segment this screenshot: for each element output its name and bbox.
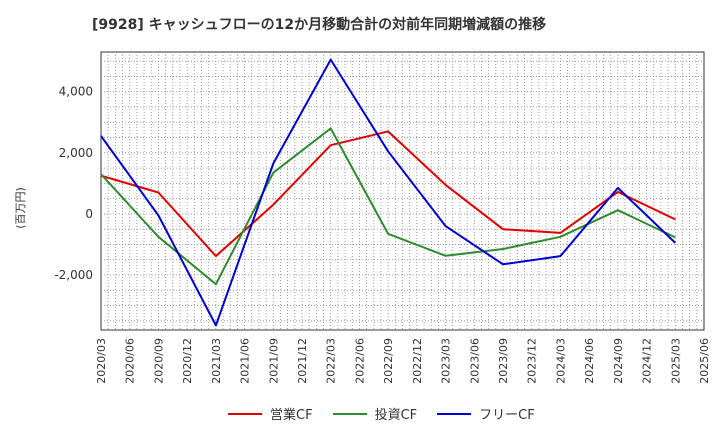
x-tick-label: 2020/12 <box>181 338 194 384</box>
x-tick-label: 2022/03 <box>325 338 338 384</box>
legend-swatch <box>437 412 472 415</box>
legend-item: 投資CF <box>332 404 418 423</box>
x-tick-label: 2023/03 <box>440 338 453 384</box>
y-tick-label: 4,000 <box>59 85 93 99</box>
x-tick-label: 2021/09 <box>267 338 280 384</box>
x-tick-label: 2020/09 <box>152 338 165 384</box>
x-tick-label: 2024/03 <box>554 338 567 384</box>
legend-swatch <box>332 412 367 415</box>
legend-swatch <box>228 412 262 415</box>
x-tick-label: 2024/06 <box>583 338 596 384</box>
legend-item: 営業CF <box>228 404 313 423</box>
x-tick-label: 2020/03 <box>95 338 108 384</box>
x-tick-label: 2025/06 <box>698 338 711 384</box>
x-tick-label: 2024/12 <box>641 338 654 384</box>
x-tick-label: 2023/06 <box>468 338 481 384</box>
legend-item: フリーCF <box>437 404 535 423</box>
series-line <box>100 127 676 286</box>
x-tick-label: 2023/09 <box>497 338 510 384</box>
legend-label: フリーCF <box>479 408 535 423</box>
y-tick-label: 2,000 <box>59 146 93 160</box>
x-tick-label: 2021/06 <box>239 338 252 384</box>
x-tick-label: 2024/09 <box>612 338 625 384</box>
x-tick-label: 2020/06 <box>124 338 137 384</box>
x-tick-label: 2025/03 <box>669 338 682 384</box>
x-tick-label: 2022/06 <box>353 338 366 384</box>
x-tick-label: 2022/09 <box>382 338 395 384</box>
legend-label: 営業CF <box>270 408 313 423</box>
legend-label: 投資CF <box>374 408 418 423</box>
y-tick-label: -2,000 <box>54 268 93 282</box>
series-line <box>100 58 676 327</box>
x-tick-label: 2021/03 <box>210 338 223 384</box>
y-tick-label: 0 <box>85 207 93 221</box>
chart-title: [9928] キャッシュフローの12か月移動合計の対前年同期増減額の推移 <box>92 17 547 33</box>
series-line <box>100 130 676 258</box>
legend: 営業CF 投資CF フリーCF <box>228 404 535 423</box>
x-tick-label: 2023/12 <box>526 338 539 384</box>
x-tick-label: 2022/12 <box>411 338 424 384</box>
x-tick-label: 2021/12 <box>296 338 309 384</box>
